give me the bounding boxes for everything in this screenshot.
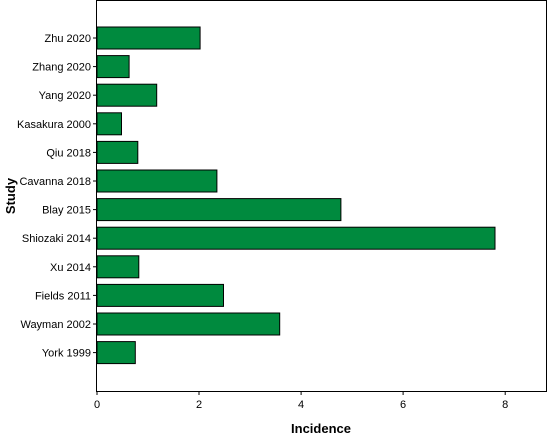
y-tick-label: Yang 2020: [39, 90, 91, 102]
bar: [96, 55, 130, 79]
bar: [96, 198, 342, 222]
y-tick-label: York 1999: [42, 348, 91, 360]
x-tick-label: 8: [502, 399, 508, 411]
bar: [96, 283, 224, 307]
bar: [96, 112, 122, 136]
bar: [96, 83, 158, 107]
y-tick-label: Xu 2014: [50, 262, 91, 274]
plot-frame: [96, 0, 547, 392]
x-axis-ticks: 0 2 4 6 8: [94, 391, 508, 411]
bar: [96, 169, 218, 193]
bar: [96, 341, 136, 365]
x-tick-label: 2: [196, 399, 202, 411]
y-tick-label: Kasakura 2000: [17, 119, 91, 131]
y-tick-label: Qiu 2018: [46, 147, 91, 159]
x-tick-label: 6: [400, 399, 406, 411]
bars: [96, 26, 496, 365]
y-tick-label: Shiozaki 2014: [22, 233, 91, 245]
y-tick-label: Cavanna 2018: [19, 176, 91, 188]
y-tick-label: Blay 2015: [42, 205, 91, 217]
y-tick-label: Zhu 2020: [45, 33, 91, 45]
bar: [96, 312, 281, 336]
bar: [96, 255, 140, 279]
y-tick-label: Zhang 2020: [32, 62, 91, 74]
x-axis-title: Incidence: [291, 421, 351, 436]
bar: [96, 26, 201, 50]
x-tick-label: 4: [298, 399, 304, 411]
bar: [96, 140, 139, 164]
y-tick-label: Wayman 2002: [20, 319, 91, 331]
x-tick-label: 0: [94, 399, 100, 411]
y-tick-label: Fields 2011: [35, 290, 91, 302]
y-axis-title: Study: [3, 177, 18, 214]
bar: [96, 226, 496, 250]
y-axis-ticks: Zhu 2020 Zhang 2020 Yang 2020 Kasakura 2000…: [17, 33, 97, 360]
